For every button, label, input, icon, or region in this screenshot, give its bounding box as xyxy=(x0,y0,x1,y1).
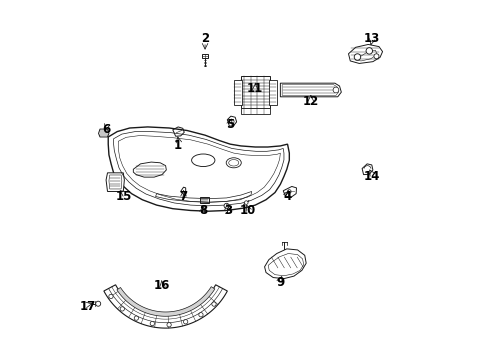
Polygon shape xyxy=(241,108,269,114)
Circle shape xyxy=(353,54,360,60)
Circle shape xyxy=(211,302,216,306)
Circle shape xyxy=(134,316,138,320)
FancyBboxPatch shape xyxy=(202,54,207,58)
Polygon shape xyxy=(348,44,382,63)
Polygon shape xyxy=(133,162,166,177)
Circle shape xyxy=(96,301,101,306)
Text: 9: 9 xyxy=(276,276,284,289)
Text: 17: 17 xyxy=(79,300,95,313)
Text: 12: 12 xyxy=(302,95,318,108)
Ellipse shape xyxy=(228,159,238,166)
Circle shape xyxy=(166,323,171,327)
Ellipse shape xyxy=(191,154,214,167)
Text: 1: 1 xyxy=(174,139,182,152)
Text: 13: 13 xyxy=(363,32,379,45)
Polygon shape xyxy=(108,127,289,211)
Polygon shape xyxy=(264,249,305,279)
Polygon shape xyxy=(280,83,341,97)
Circle shape xyxy=(373,54,378,59)
Circle shape xyxy=(332,87,338,93)
Polygon shape xyxy=(117,287,214,316)
Circle shape xyxy=(199,312,203,317)
Text: 5: 5 xyxy=(225,118,234,131)
Text: 11: 11 xyxy=(246,82,263,95)
Polygon shape xyxy=(106,173,124,192)
Circle shape xyxy=(109,294,113,298)
Text: 2: 2 xyxy=(201,32,209,45)
Circle shape xyxy=(224,203,228,208)
Text: 16: 16 xyxy=(154,279,170,292)
Text: 7: 7 xyxy=(179,190,187,203)
Circle shape xyxy=(366,48,372,54)
Text: 3: 3 xyxy=(224,204,232,217)
Ellipse shape xyxy=(226,158,241,168)
Polygon shape xyxy=(103,285,227,328)
Text: 15: 15 xyxy=(116,190,132,203)
Circle shape xyxy=(244,201,247,204)
Text: 10: 10 xyxy=(240,204,256,217)
Circle shape xyxy=(183,320,187,324)
Circle shape xyxy=(150,321,154,326)
Polygon shape xyxy=(241,76,269,108)
Text: 6: 6 xyxy=(102,123,110,136)
Circle shape xyxy=(120,307,124,311)
Polygon shape xyxy=(233,80,241,105)
Polygon shape xyxy=(268,80,276,105)
Text: 4: 4 xyxy=(283,190,291,203)
Text: 8: 8 xyxy=(199,204,207,217)
Text: 14: 14 xyxy=(363,170,379,183)
